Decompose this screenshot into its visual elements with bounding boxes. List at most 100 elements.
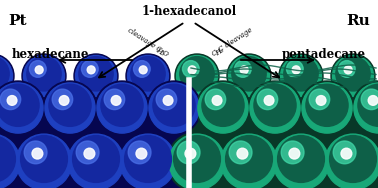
Text: Ru: Ru <box>346 14 370 28</box>
Circle shape <box>82 61 98 77</box>
Circle shape <box>127 55 169 96</box>
Circle shape <box>248 81 302 135</box>
Circle shape <box>120 134 176 188</box>
Circle shape <box>76 55 116 96</box>
Circle shape <box>234 61 251 77</box>
Circle shape <box>257 89 278 110</box>
Circle shape <box>354 83 378 133</box>
Bar <box>0 85 189 188</box>
Circle shape <box>280 55 321 96</box>
Circle shape <box>196 81 250 135</box>
Circle shape <box>177 141 200 164</box>
Circle shape <box>358 84 378 126</box>
Circle shape <box>202 84 244 126</box>
Circle shape <box>76 141 99 164</box>
Circle shape <box>153 84 195 126</box>
Circle shape <box>352 81 378 135</box>
Circle shape <box>229 141 252 164</box>
Text: hexadecane: hexadecane <box>12 48 90 61</box>
Circle shape <box>79 57 113 91</box>
Circle shape <box>59 96 69 105</box>
Circle shape <box>128 141 151 164</box>
Text: pentadecane: pentadecane <box>282 48 366 61</box>
Circle shape <box>0 54 14 98</box>
Circle shape <box>0 136 15 182</box>
Circle shape <box>32 148 43 159</box>
Circle shape <box>156 89 177 110</box>
Circle shape <box>323 132 378 188</box>
Circle shape <box>0 83 43 133</box>
Circle shape <box>309 89 330 110</box>
Circle shape <box>0 134 20 188</box>
Circle shape <box>316 96 326 105</box>
Circle shape <box>27 57 61 91</box>
Circle shape <box>279 54 323 98</box>
Circle shape <box>101 84 143 126</box>
Circle shape <box>183 61 199 77</box>
Circle shape <box>338 61 355 77</box>
Circle shape <box>23 55 65 96</box>
Circle shape <box>45 83 95 133</box>
Circle shape <box>14 132 74 188</box>
Text: cleavage C-O: cleavage C-O <box>126 26 170 58</box>
Circle shape <box>250 83 300 133</box>
Circle shape <box>163 96 173 105</box>
Circle shape <box>330 136 376 182</box>
Circle shape <box>49 84 91 126</box>
Circle shape <box>22 54 66 98</box>
Circle shape <box>73 136 119 182</box>
Circle shape <box>133 61 150 77</box>
Circle shape <box>300 81 354 135</box>
Circle shape <box>125 136 171 182</box>
Bar <box>189 85 378 188</box>
Circle shape <box>0 84 39 126</box>
Circle shape <box>147 81 201 135</box>
Text: Pt: Pt <box>8 14 26 28</box>
Circle shape <box>66 132 126 188</box>
Circle shape <box>180 57 214 91</box>
Circle shape <box>205 89 226 110</box>
Circle shape <box>198 83 248 133</box>
Circle shape <box>16 134 72 188</box>
Circle shape <box>95 81 149 135</box>
Circle shape <box>284 57 318 91</box>
Circle shape <box>136 148 147 159</box>
Circle shape <box>229 55 270 96</box>
Circle shape <box>361 89 378 110</box>
Circle shape <box>118 132 178 188</box>
Circle shape <box>333 141 356 164</box>
Circle shape <box>226 136 273 182</box>
Circle shape <box>325 134 378 188</box>
Circle shape <box>306 84 348 126</box>
Circle shape <box>68 134 124 188</box>
Circle shape <box>277 136 324 182</box>
Text: C-C cleavage: C-C cleavage <box>210 26 254 58</box>
Circle shape <box>185 148 196 159</box>
Circle shape <box>174 136 220 182</box>
Circle shape <box>167 132 227 188</box>
Circle shape <box>104 89 125 110</box>
Circle shape <box>292 66 300 74</box>
Circle shape <box>131 57 165 91</box>
Circle shape <box>221 134 277 188</box>
Circle shape <box>149 83 199 133</box>
Circle shape <box>188 66 196 74</box>
Circle shape <box>237 148 248 159</box>
Circle shape <box>333 55 373 96</box>
Circle shape <box>74 54 118 98</box>
Circle shape <box>287 61 303 77</box>
Circle shape <box>240 66 248 74</box>
Circle shape <box>271 132 331 188</box>
Circle shape <box>20 136 67 182</box>
Circle shape <box>87 66 95 74</box>
Text: H₂: H₂ <box>154 46 166 58</box>
Circle shape <box>341 148 352 159</box>
Circle shape <box>52 89 73 110</box>
Circle shape <box>0 132 22 188</box>
Circle shape <box>0 81 45 135</box>
Circle shape <box>368 96 378 105</box>
Circle shape <box>273 134 329 188</box>
Circle shape <box>175 54 219 98</box>
Circle shape <box>0 57 9 91</box>
Circle shape <box>281 141 304 164</box>
